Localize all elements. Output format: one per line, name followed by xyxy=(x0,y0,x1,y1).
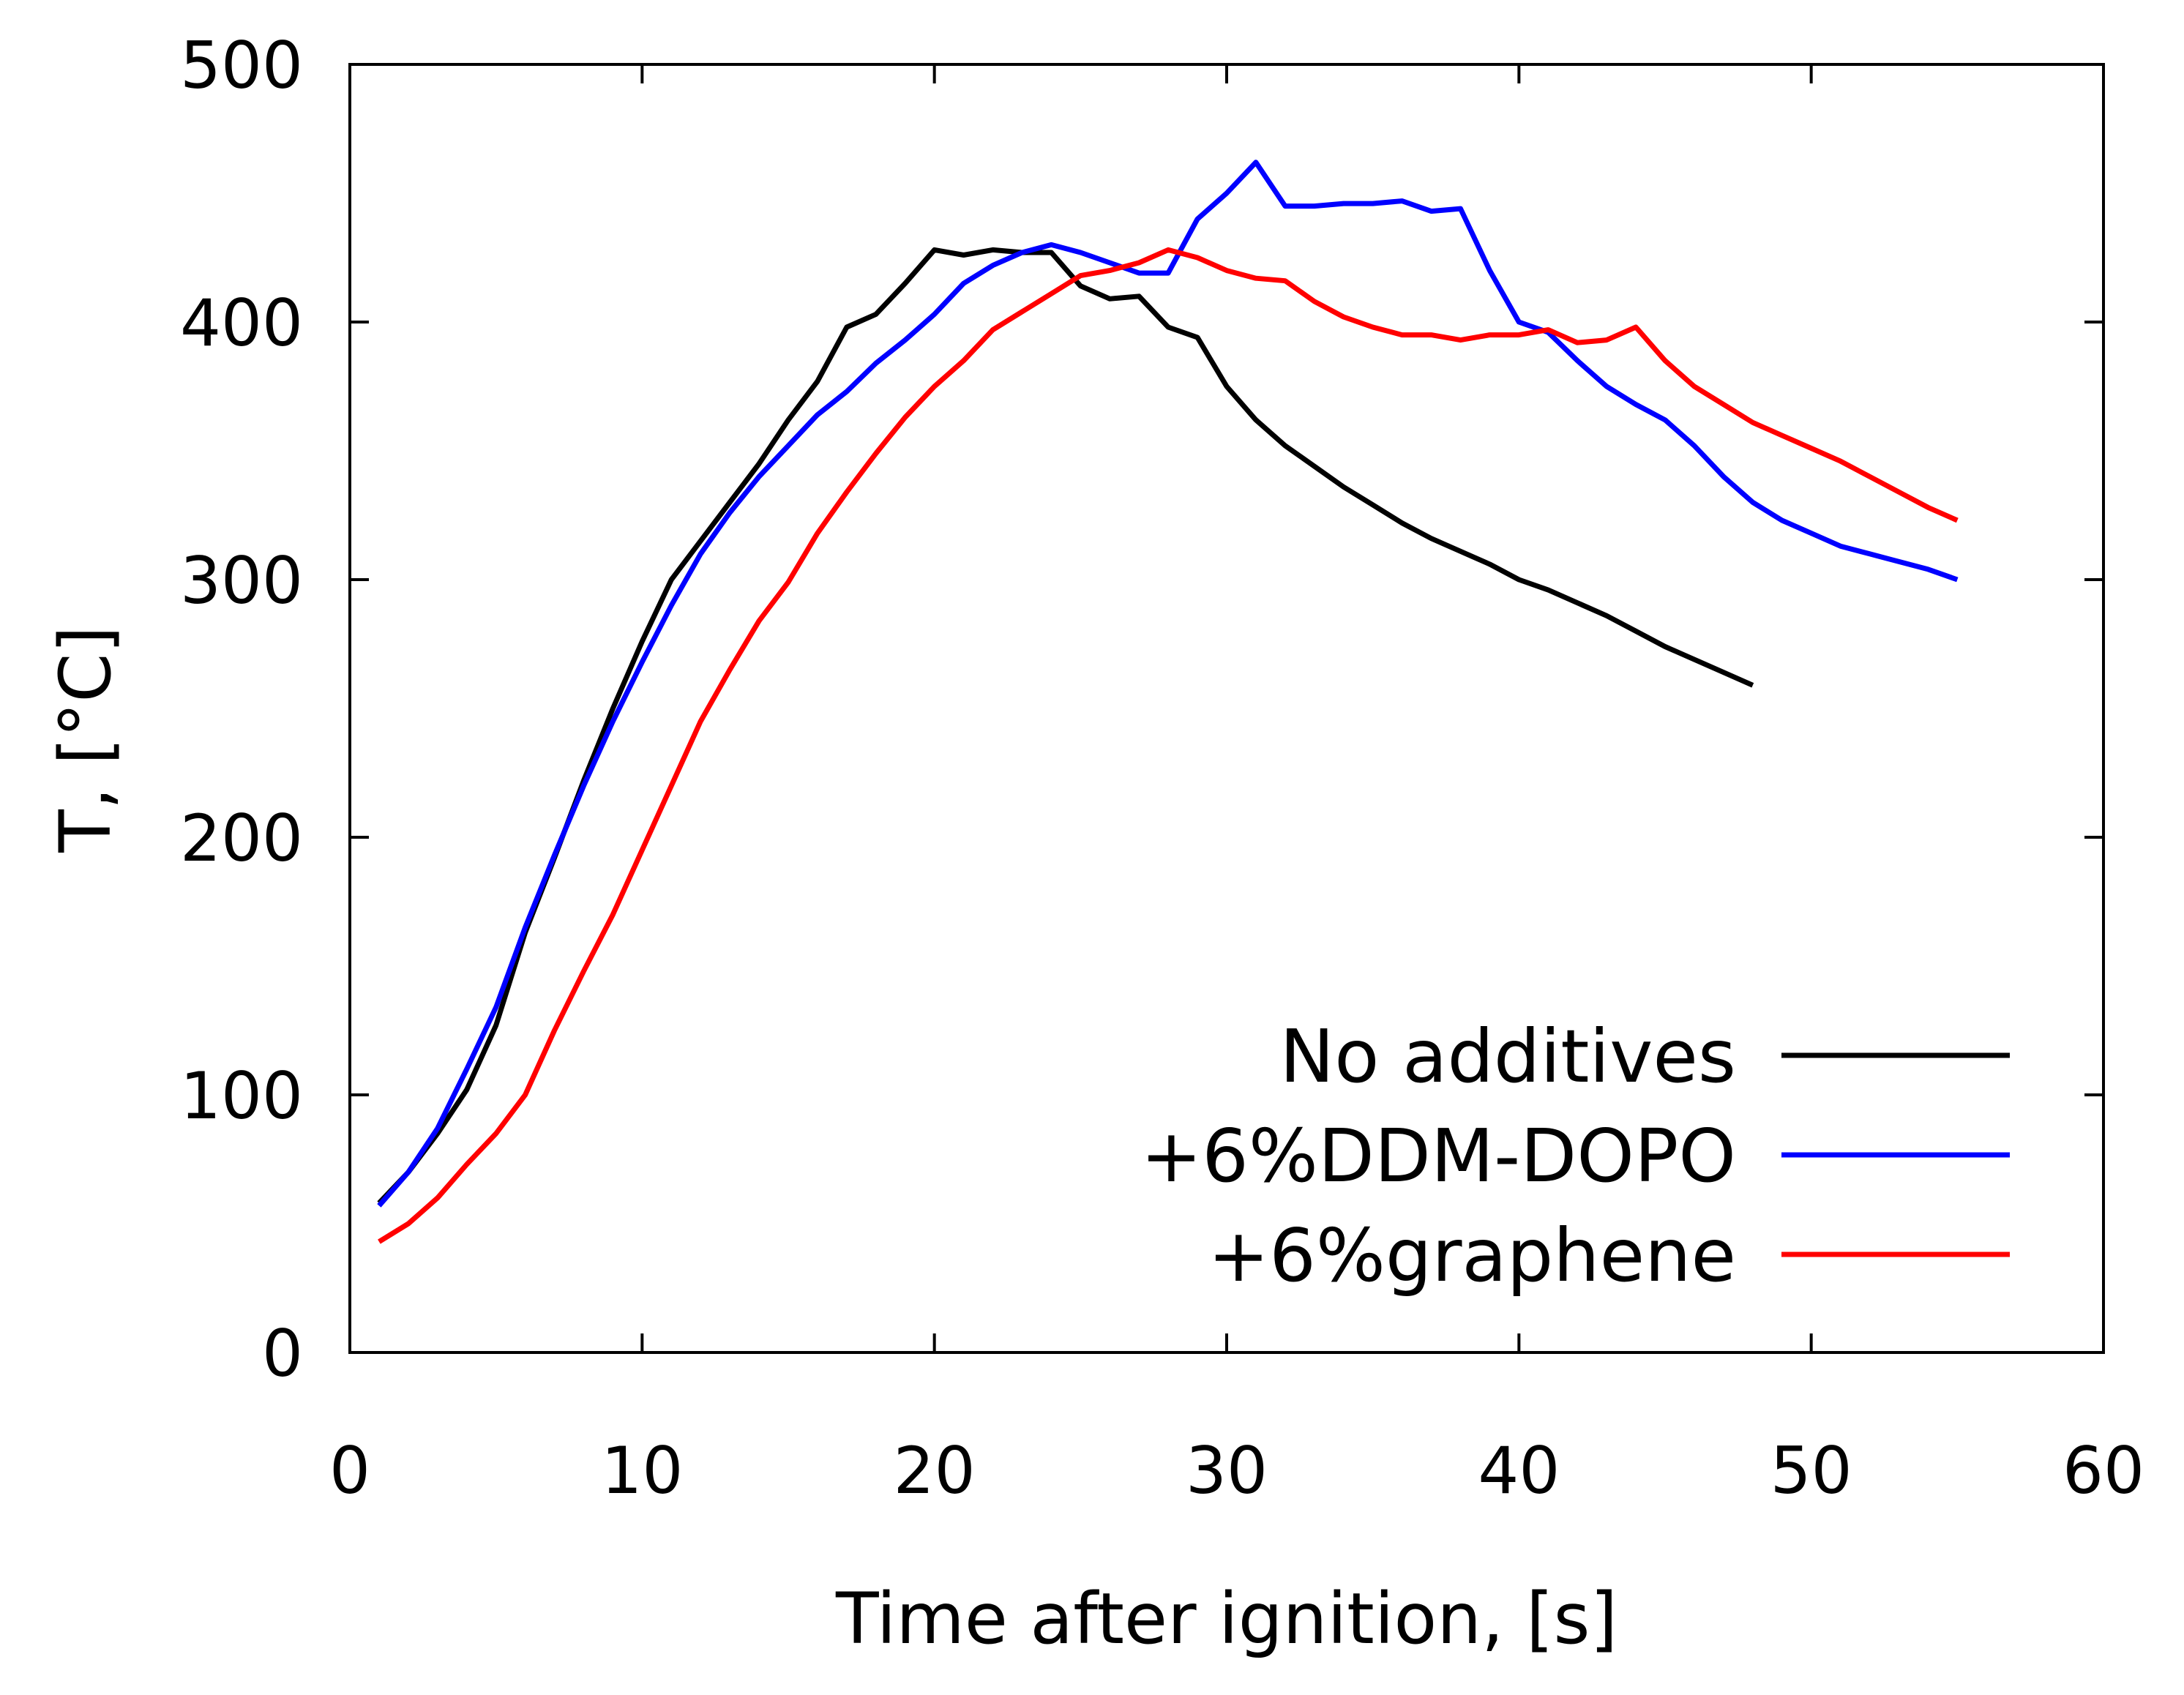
x-tick-label: 60 xyxy=(2063,1433,2144,1508)
plot-area-frame xyxy=(348,63,2105,1354)
y-axis-title: T, [°C] xyxy=(45,626,127,853)
legend-label: +6%graphene xyxy=(1208,1213,1736,1298)
series-line-2 xyxy=(378,247,1959,1244)
x-tick-label: 10 xyxy=(601,1433,683,1508)
y-tick-label: 0 xyxy=(262,1316,303,1391)
x-tick-label: 30 xyxy=(1186,1433,1268,1508)
y-tick-label: 500 xyxy=(180,28,303,103)
y-tick-label: 200 xyxy=(180,801,303,876)
series-line-1 xyxy=(377,160,1959,1208)
legend-label: +6%DDM-DOPO xyxy=(1140,1113,1736,1199)
x-tick-label: 50 xyxy=(1770,1433,1852,1508)
y-tick-label: 400 xyxy=(180,285,303,361)
y-tick-label: 300 xyxy=(180,543,303,618)
series-lines xyxy=(377,160,1959,1244)
x-tick-label: 40 xyxy=(1478,1433,1560,1508)
x-tick-label: 20 xyxy=(894,1433,976,1508)
x-axis-title: Time after ignition, [s] xyxy=(835,1578,1618,1660)
legend: No additives +6%DDM-DOPO +6%graphene xyxy=(1140,1014,2010,1298)
legend-label: No additives xyxy=(1279,1014,1736,1099)
x-tick-label: 0 xyxy=(329,1433,370,1508)
y-tick-label: 100 xyxy=(180,1058,303,1134)
tick-labels: 0 10 20 30 40 50 60 0 100 200 300 400 500 xyxy=(180,28,2144,1508)
series-line-0 xyxy=(377,247,1754,1205)
